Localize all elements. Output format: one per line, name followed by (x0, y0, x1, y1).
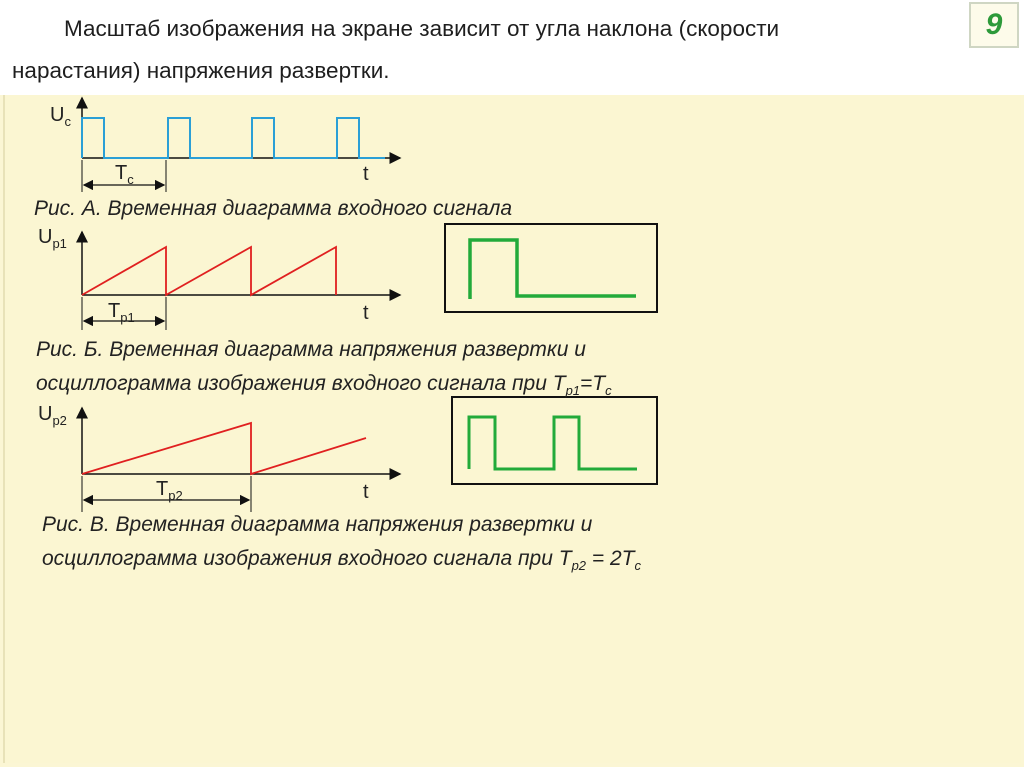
fig-a-caption: Рис. А. Временная диаграмма входного сиг… (34, 197, 513, 220)
fig-a-input-pulses (81, 117, 385, 159)
fig-c-caption-text: осциллограмма изображения входного сигна… (42, 547, 572, 570)
fig-a-period-label: Tc (115, 162, 134, 187)
fig-c-period-symbol: T (156, 478, 169, 500)
fig-c-oscillogram-screen (451, 396, 658, 485)
fig-c-period-subscript: р2 (168, 488, 183, 503)
fig-a-period-symbol: T (115, 162, 128, 184)
fig-c-caption-sub1: р2 (571, 558, 587, 574)
fig-c-caption-line2: осциллограмма изображения входного сигна… (42, 542, 641, 583)
fig-b-period-subscript: р1 (120, 310, 135, 325)
fig-b-axes (76, 230, 402, 301)
fig-b-screen-trace (468, 238, 636, 299)
fig-b-y-symbol: U (38, 226, 53, 248)
fig-a-x-axis-label: t (363, 163, 369, 185)
slide-title: Масштаб изображения на экране зависит от… (12, 16, 780, 83)
fig-a-period-marker (81, 160, 167, 192)
fig-b-period-marker (81, 297, 167, 330)
fig-a-period-subscript: c (127, 172, 134, 187)
page-number-badge: 9 (969, 2, 1019, 48)
fig-b-period-symbol: T (108, 300, 121, 322)
fig-a-y-axis-label: Uc (50, 104, 71, 129)
fig-c-period-label: Tр2 (156, 478, 183, 503)
fig-b-y-axis-label: Uр1 (38, 226, 67, 251)
fig-b-x-axis-label: t (363, 302, 369, 324)
fig-b-caption-line1: Рис. Б. Временная диаграмма напряжения р… (36, 338, 586, 361)
fig-b-caption-text: осциллограмма изображения входного сигна… (36, 372, 566, 395)
fig-a-axes (76, 96, 402, 164)
fig-c-sweep-sawtooth (81, 421, 367, 476)
fig-c-x-axis-label: t (363, 481, 369, 503)
fig-b-oscillogram-screen (444, 223, 658, 313)
fig-a-y-symbol: U (50, 104, 65, 126)
fig-a-y-subscript: c (64, 114, 71, 129)
fig-c-y-subscript: р2 (52, 413, 67, 428)
fig-c-caption-mid: = 2T (586, 547, 635, 570)
fig-b-caption-mid: =T (580, 372, 606, 395)
fig-b-sweep-sawtooth (81, 245, 337, 297)
fig-b-y-subscript: р1 (52, 236, 67, 251)
fig-c-y-axis-label: Uр2 (38, 403, 67, 428)
fig-c-y-symbol: U (38, 403, 53, 425)
fig-b-caption-sub2: c (605, 383, 612, 399)
fig-b-period-label: Tр1 (108, 300, 135, 325)
title-band (0, 0, 1024, 95)
fig-c-period-marker (81, 476, 252, 512)
fig-b-caption-sub1: р1 (565, 383, 581, 399)
fig-c-caption-line1: Рис. В. Временная диаграмма напряжения р… (42, 513, 593, 536)
fig-b-caption-line2: осциллограмма изображения входного сигна… (36, 367, 612, 408)
fig-c-axes (76, 406, 402, 480)
fig-c-caption-sub2: c (634, 558, 642, 574)
fig-c-screen-trace (467, 415, 637, 471)
